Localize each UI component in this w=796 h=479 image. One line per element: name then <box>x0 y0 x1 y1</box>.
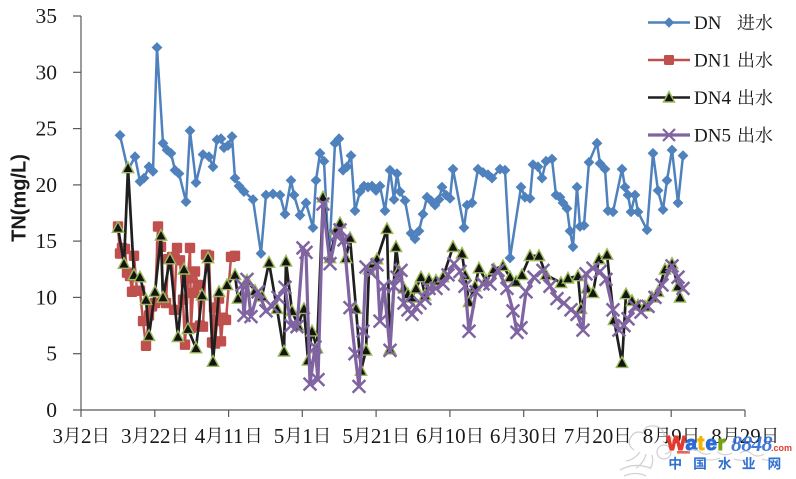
svg-text:TN(mg/L): TN(mg/L) <box>9 154 31 242</box>
svg-text:W: W <box>667 432 687 455</box>
svg-text:1: 1 <box>302 424 313 448</box>
svg-text:DN: DN <box>694 13 722 34</box>
svg-text:29: 29 <box>740 424 761 448</box>
svg-text:15: 15 <box>36 229 58 253</box>
svg-text:9: 9 <box>671 424 682 448</box>
svg-text:11: 11 <box>223 424 243 448</box>
svg-text:6: 6 <box>490 424 501 448</box>
svg-text:DN4: DN4 <box>694 88 731 109</box>
svg-text:4: 4 <box>195 424 206 448</box>
svg-text:3: 3 <box>121 424 132 448</box>
svg-text:25: 25 <box>36 117 58 141</box>
svg-text:.com: .com <box>771 443 792 453</box>
svg-text:r: r <box>718 432 726 455</box>
svg-text:e: e <box>706 432 717 455</box>
svg-text:5: 5 <box>46 342 57 366</box>
svg-text:5: 5 <box>274 424 285 448</box>
svg-text:10: 10 <box>36 285 58 309</box>
svg-text:5: 5 <box>342 424 353 448</box>
svg-text:8: 8 <box>643 424 654 448</box>
svg-text:20: 20 <box>592 424 613 448</box>
svg-text:DN5: DN5 <box>694 126 731 147</box>
svg-text:t: t <box>698 432 705 455</box>
svg-text:35: 35 <box>36 4 58 28</box>
svg-text:8848: 8848 <box>731 431 773 456</box>
svg-text:20: 20 <box>36 173 58 197</box>
svg-text:7: 7 <box>564 424 575 448</box>
svg-text:8: 8 <box>711 424 722 448</box>
svg-text:10: 10 <box>445 424 466 448</box>
svg-text:2: 2 <box>81 424 92 448</box>
svg-text:30: 30 <box>518 424 539 448</box>
svg-text:30: 30 <box>36 60 58 84</box>
svg-text:0: 0 <box>46 398 57 422</box>
svg-text:DN1: DN1 <box>694 51 731 72</box>
svg-text:21: 21 <box>371 424 392 448</box>
svg-text:3: 3 <box>53 424 64 448</box>
svg-text:6: 6 <box>416 424 427 448</box>
svg-text:22: 22 <box>150 424 171 448</box>
